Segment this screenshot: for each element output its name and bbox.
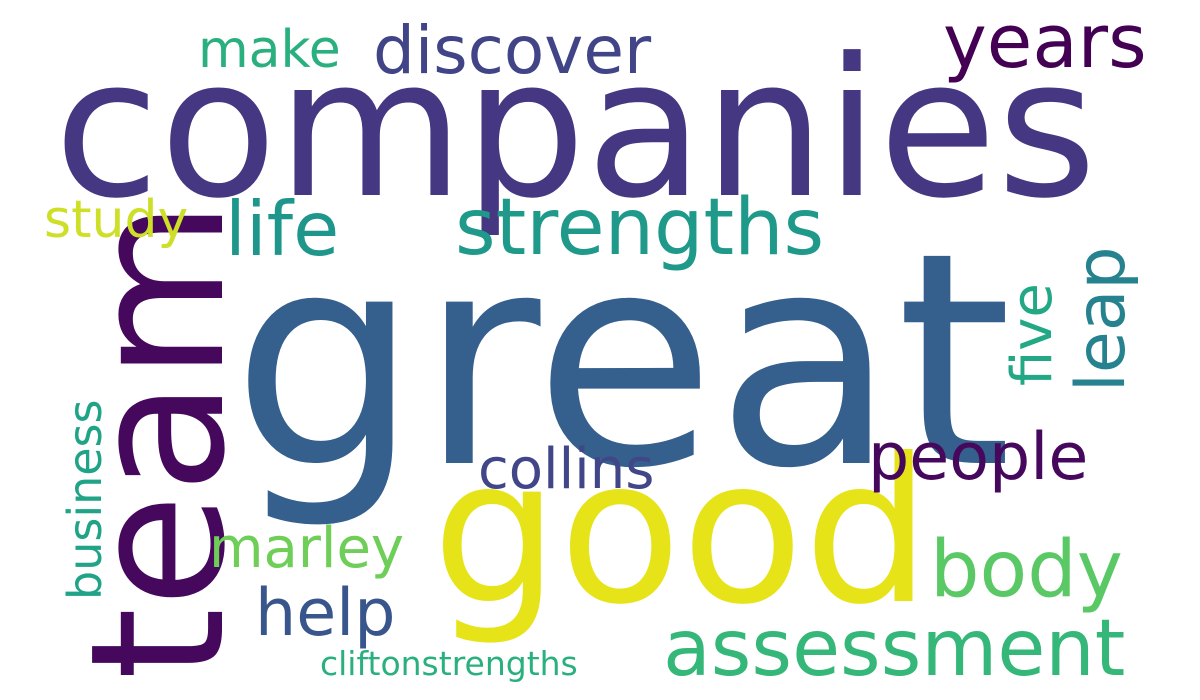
word-years: years	[943, 0, 1147, 85]
word-marley: marley	[209, 516, 405, 581]
word-great: great	[232, 189, 1012, 533]
word-leap: leap	[1062, 246, 1141, 392]
word-assessment: assessment	[663, 604, 1126, 694]
word-collins: collins	[478, 437, 655, 502]
word-help: help	[255, 576, 396, 651]
word-life: life	[225, 185, 340, 273]
word-study: study	[44, 190, 189, 250]
word-make: make	[198, 20, 341, 80]
word-strengths: strengths	[455, 183, 825, 273]
word-good: good	[432, 416, 931, 649]
word-people: people	[868, 420, 1089, 495]
word-business: business	[58, 399, 112, 601]
word-body: body	[930, 525, 1123, 615]
word-companies: companies	[54, 18, 1097, 241]
word-cliftonstrengths: cliftonstrengths	[320, 644, 578, 683]
word-five: five	[1000, 283, 1065, 386]
word-discover: discover	[373, 12, 652, 89]
